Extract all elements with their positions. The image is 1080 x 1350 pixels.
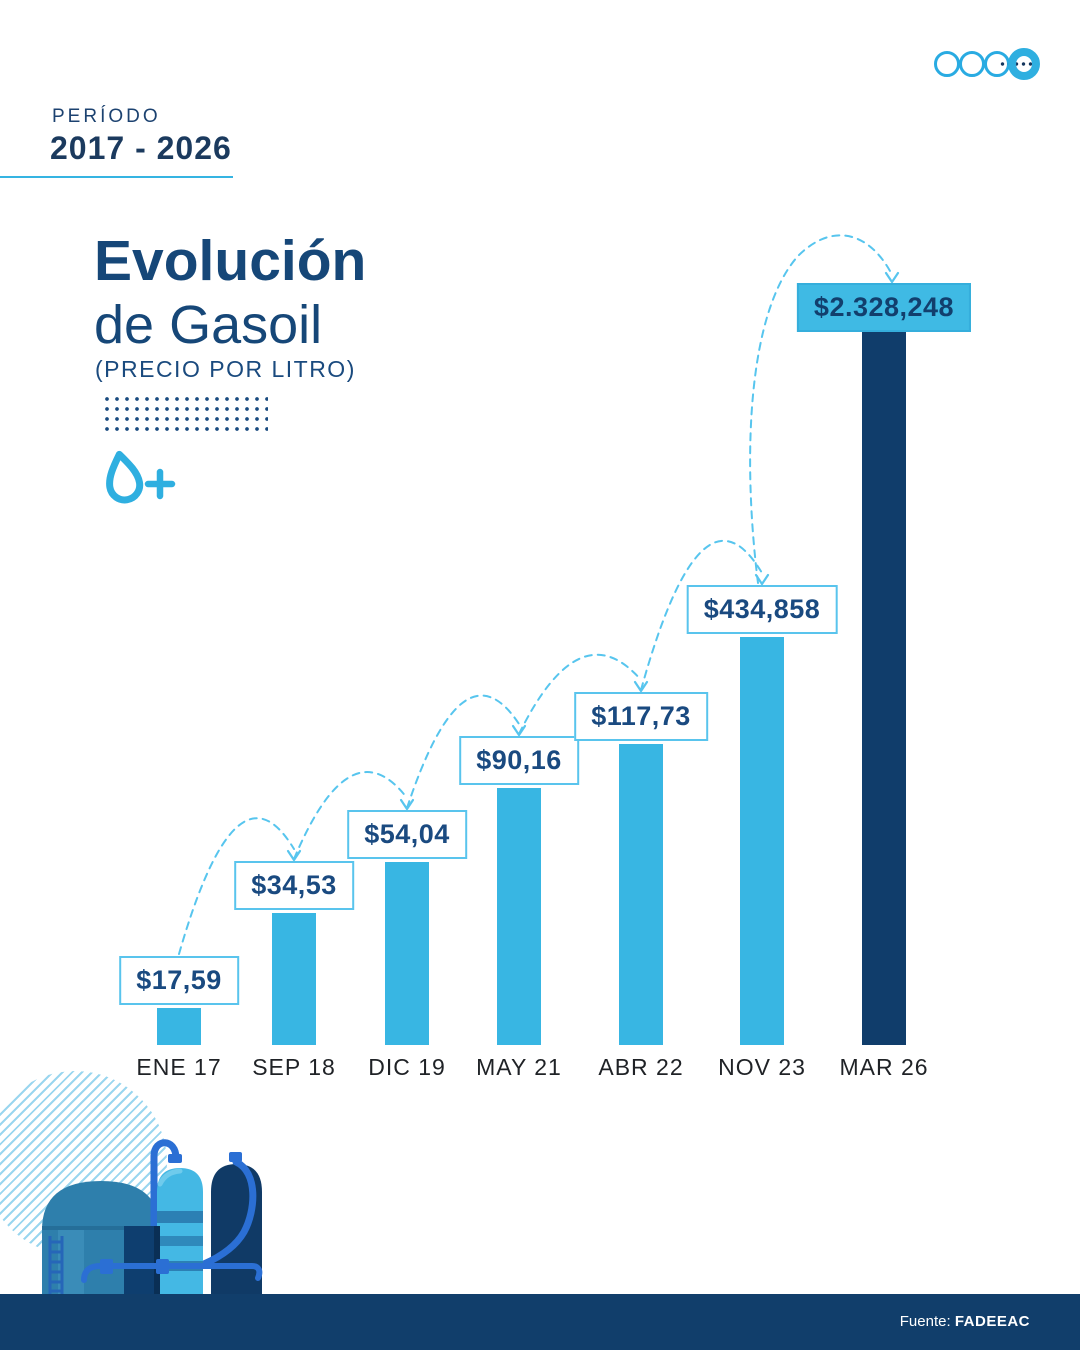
source-footer: Fuente: FADEEAC <box>0 1294 1080 1350</box>
bar <box>272 913 316 1045</box>
bar <box>862 330 906 1045</box>
value-label: $17,59 <box>119 956 239 1005</box>
brand-logo <box>930 44 1050 84</box>
bar <box>619 744 663 1045</box>
bar <box>385 862 429 1045</box>
x-axis-label: DIC 19 <box>368 1054 446 1080</box>
x-axis-label: MAR 26 <box>839 1054 929 1080</box>
logo-ring-icon <box>959 51 985 77</box>
source-text: Fuente: FADEEAC <box>900 1294 1030 1350</box>
value-label: $34,53 <box>234 861 354 910</box>
source-label: Fuente: <box>899 1313 951 1330</box>
logo-donut-icon <box>1008 48 1040 80</box>
x-axis-label: MAY 21 <box>476 1054 562 1080</box>
x-axis-label: ABR 22 <box>598 1054 684 1080</box>
period-underline <box>0 176 233 178</box>
value-label: $54,04 <box>347 810 467 859</box>
bar <box>740 637 784 1045</box>
source-name: FADEEAC <box>954 1313 1030 1330</box>
period-range: 2017 - 2026 <box>50 130 232 166</box>
value-label: $434,858 <box>686 585 838 634</box>
chart-subtitle: (PRECIO POR LITRO) <box>95 356 356 382</box>
chart-title-line1: Evolución <box>94 229 367 293</box>
value-label: $2.328,248 <box>796 283 972 332</box>
period-label: PERÍODO <box>52 106 161 127</box>
x-axis-label: SEP 18 <box>252 1054 336 1080</box>
bar <box>157 1008 201 1045</box>
water-drop-plus-icon <box>98 448 182 514</box>
value-label: $117,73 <box>574 692 708 741</box>
dots-pattern-decoration <box>102 394 268 431</box>
logo-ring-icon <box>934 51 960 77</box>
chart-title-line2: de Gasoil <box>94 295 323 355</box>
value-label: $90,16 <box>459 736 579 785</box>
x-axis-label: NOV 23 <box>718 1054 806 1080</box>
x-axis-label: ENE 17 <box>136 1054 222 1080</box>
bar <box>497 788 541 1045</box>
fuel-tanks-illustration <box>0 1080 300 1299</box>
